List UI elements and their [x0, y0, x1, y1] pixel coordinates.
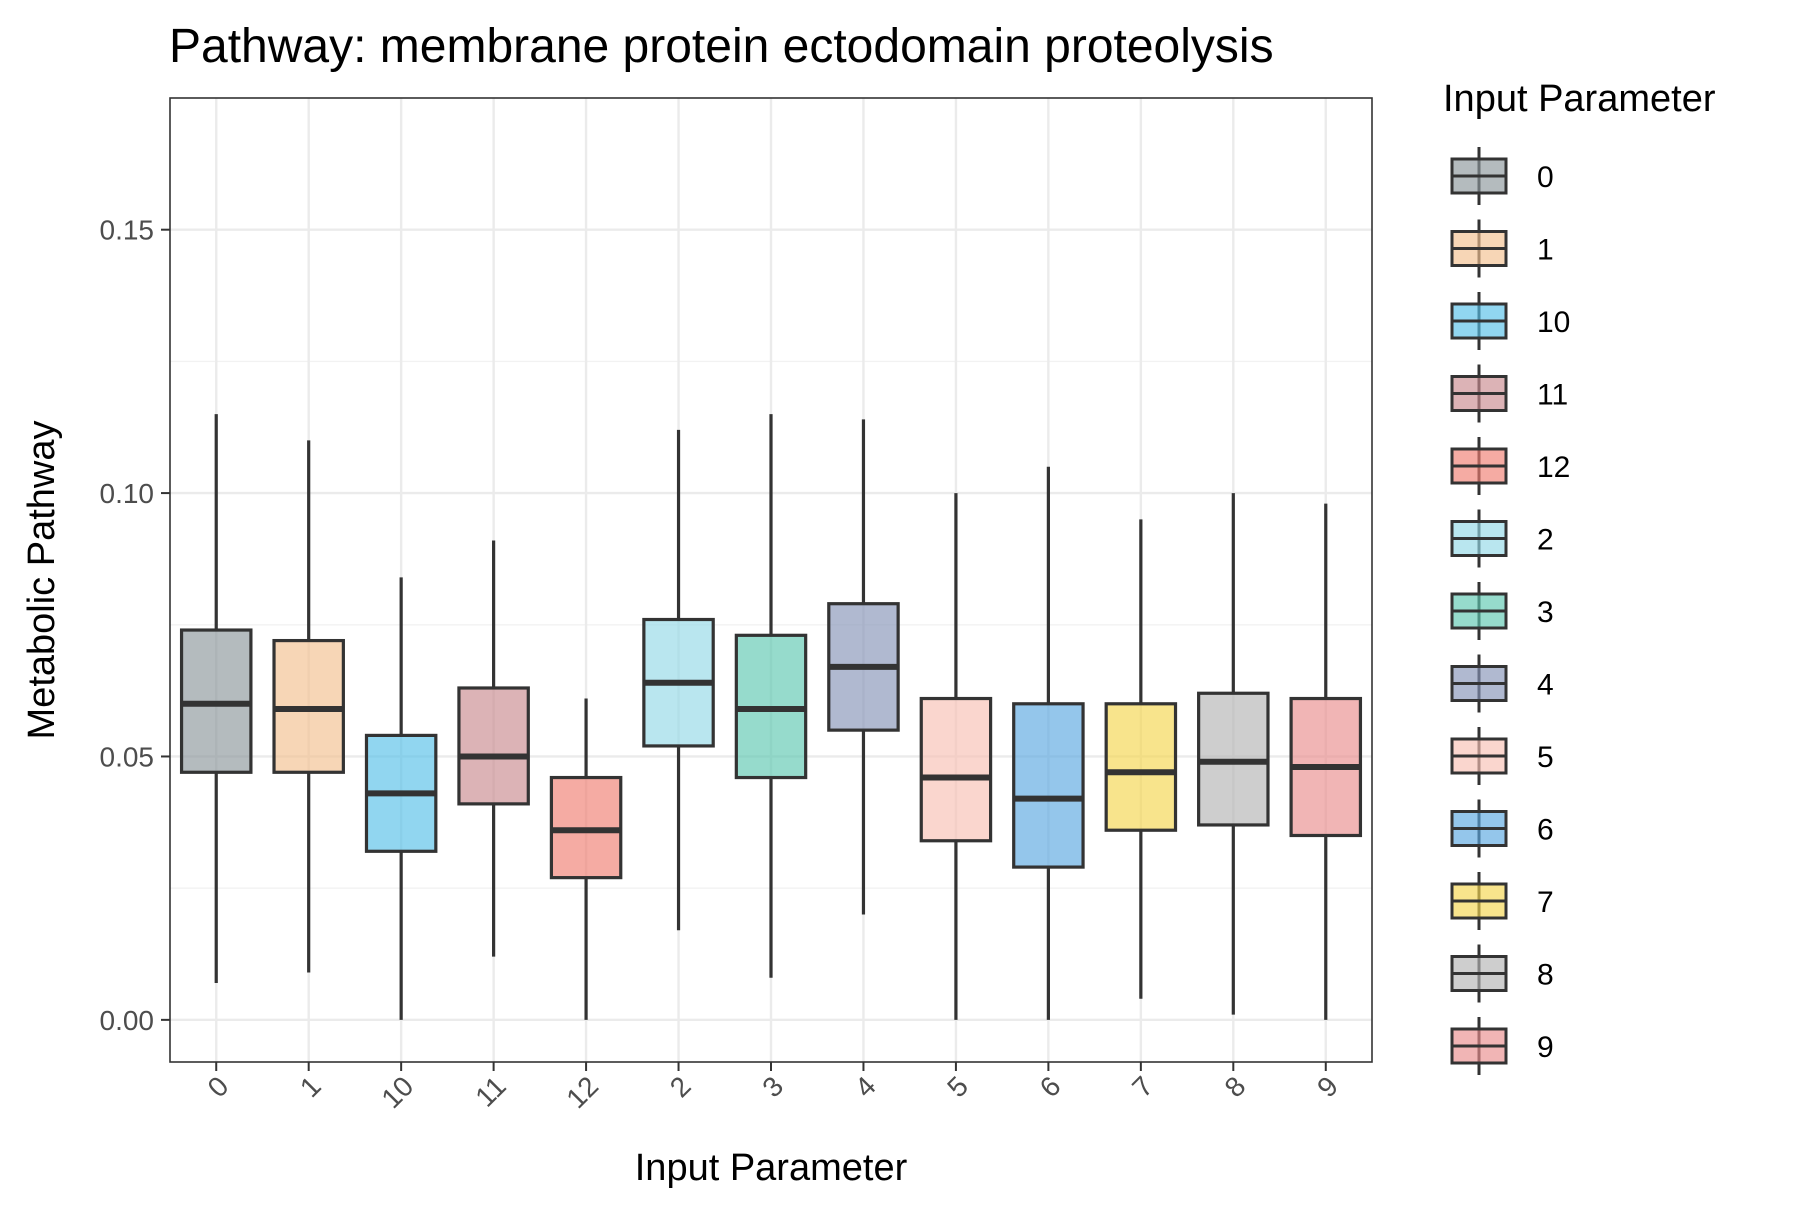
- legend-item-4: 4: [1450, 654, 1554, 713]
- box-series: [179, 414, 1363, 1020]
- legend-item-8: 8: [1450, 944, 1554, 1003]
- x-tick-label: 11: [469, 1070, 511, 1112]
- y-axis-title: Metabolic Pathway: [21, 421, 63, 740]
- x-tick-label: 4: [849, 1070, 882, 1103]
- legend-item-10: 10: [1450, 292, 1570, 350]
- box-6: [1012, 466, 1085, 1020]
- legend-label: 0: [1537, 161, 1554, 194]
- x-tick-label: 10: [375, 1070, 419, 1114]
- legend-label: 5: [1537, 741, 1554, 774]
- legend-item-7: 7: [1450, 872, 1554, 930]
- chart-title: Pathway: membrane protein ectodomain pro…: [169, 20, 1274, 73]
- x-axis: 0 1 10 11 12 2 3 4 5 6 7 8 9: [202, 1062, 1344, 1114]
- x-tick-label: 12: [560, 1070, 604, 1114]
- x-tick-label: 9: [1311, 1070, 1344, 1103]
- box-body: [457, 686, 530, 806]
- y-tick-label: 0.15: [100, 215, 155, 246]
- x-tick-label: 7: [1126, 1070, 1159, 1103]
- x-tick-label: 1: [294, 1070, 327, 1103]
- box-1: [272, 440, 345, 973]
- legend-label: 2: [1537, 524, 1554, 557]
- legend-item-6: 6: [1450, 799, 1554, 858]
- x-tick-label: 2: [664, 1070, 697, 1103]
- legend-item-9: 9: [1450, 1017, 1554, 1075]
- legend-title: Input Parameter: [1443, 78, 1716, 120]
- y-tick-label: 0.00: [100, 1005, 155, 1036]
- x-axis-title: Input Parameter: [635, 1147, 908, 1189]
- x-tick-label: 8: [1219, 1070, 1252, 1103]
- box-3: [734, 414, 808, 978]
- y-axis: 0.00 0.05 0.10 0.15: [100, 215, 170, 1036]
- box-body: [1104, 702, 1178, 832]
- box-body: [919, 696, 993, 843]
- x-tick-label: 3: [756, 1070, 789, 1103]
- legend-item-3: 3: [1450, 582, 1554, 640]
- legend-label: 3: [1537, 596, 1554, 629]
- legend-label: 12: [1537, 451, 1570, 484]
- y-tick-label: 0.05: [100, 741, 155, 772]
- legend-label: 10: [1537, 306, 1570, 339]
- box-0: [179, 414, 253, 983]
- box-4: [827, 419, 900, 915]
- x-tick-label: 0: [202, 1070, 235, 1103]
- box-11: [457, 540, 530, 957]
- box-9: [1289, 503, 1363, 1020]
- legend-item-11: 11: [1450, 364, 1568, 423]
- legend-label: 1: [1537, 234, 1554, 267]
- legend-label: 11: [1537, 379, 1568, 412]
- legend-label: 4: [1537, 669, 1554, 702]
- legend-label: 9: [1537, 1031, 1554, 1064]
- y-tick-label: 0.10: [100, 478, 155, 509]
- legend-item-0: 0: [1450, 147, 1554, 205]
- legend-item-5: 5: [1450, 727, 1554, 785]
- legend: 0 1 10 11 12 2 3 4 5 6 7 8 9: [1450, 147, 1570, 1075]
- box-body: [1012, 702, 1085, 869]
- legend-label: 8: [1537, 959, 1554, 992]
- box-2: [642, 429, 715, 931]
- legend-label: 6: [1537, 814, 1554, 847]
- box-5: [919, 493, 993, 1020]
- box-12: [549, 698, 623, 1020]
- legend-item-1: 1: [1450, 219, 1554, 278]
- box-7: [1104, 519, 1178, 999]
- box-10: [364, 577, 438, 1020]
- box-8: [1197, 493, 1270, 1015]
- legend-label: 7: [1537, 886, 1554, 919]
- legend-item-2: 2: [1450, 509, 1554, 568]
- x-tick-label: 6: [1034, 1070, 1067, 1103]
- x-tick-label: 5: [941, 1070, 974, 1103]
- legend-item-12: 12: [1450, 437, 1570, 495]
